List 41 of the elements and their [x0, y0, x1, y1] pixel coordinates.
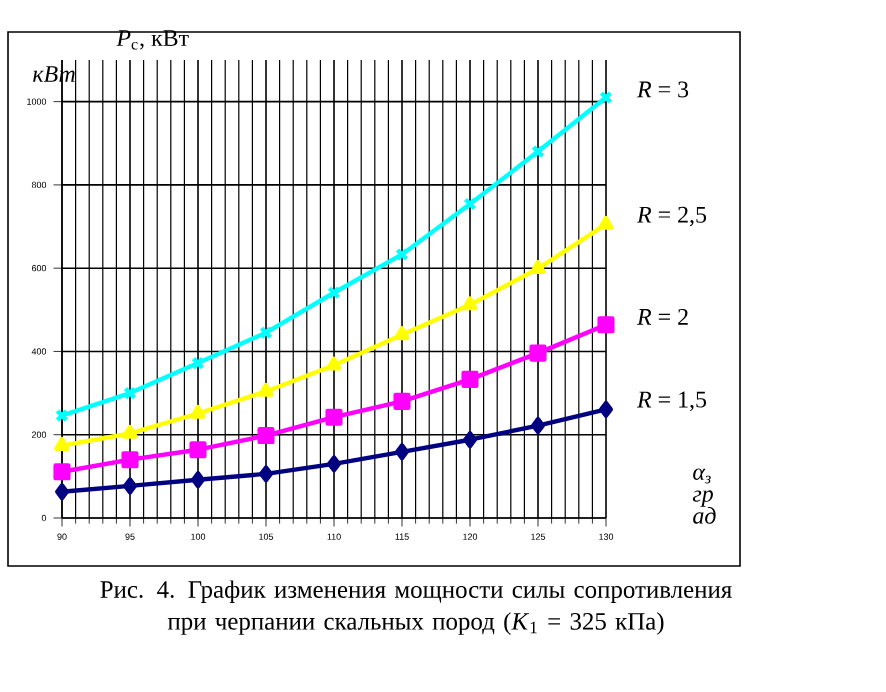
series-label: R = 2,5 — [636, 206, 707, 227]
point — [395, 443, 409, 461]
text: Рис. 4. График изменения мощности силы сопротивления при черпании скальных пород (K$_{1}$ = 325 кПа) — [100, 580, 732, 635]
point — [529, 344, 547, 362]
point — [257, 426, 275, 445]
point — [530, 260, 546, 274]
point — [599, 400, 613, 418]
point — [393, 392, 411, 410]
point — [53, 463, 71, 481]
point — [394, 326, 410, 341]
point — [598, 215, 614, 230]
point — [259, 326, 273, 340]
point — [54, 436, 70, 451]
point — [258, 382, 274, 397]
point — [123, 386, 137, 400]
point — [55, 483, 69, 501]
point — [189, 441, 207, 459]
series-label: R = 2 — [636, 308, 688, 325]
point — [259, 465, 273, 483]
series-label: R = 3 — [636, 81, 689, 98]
point — [325, 408, 343, 426]
point — [121, 451, 139, 469]
point — [463, 197, 477, 211]
point — [395, 247, 409, 262]
point — [463, 431, 477, 449]
series-label: R = 1,5 — [636, 391, 707, 412]
point — [327, 286, 341, 300]
point — [597, 316, 615, 334]
point — [191, 356, 205, 370]
point — [531, 144, 545, 159]
y-axis-title: P$_{c}$, кВт — [116, 30, 189, 50]
point — [191, 471, 205, 489]
point — [531, 417, 545, 435]
point — [461, 370, 479, 388]
point — [462, 296, 478, 311]
point — [123, 477, 137, 495]
point — [190, 404, 206, 419]
point — [326, 356, 342, 371]
x-axis-title: α$_{з}$ гр ад — [692, 468, 716, 524]
point — [122, 424, 138, 439]
point — [327, 455, 341, 473]
